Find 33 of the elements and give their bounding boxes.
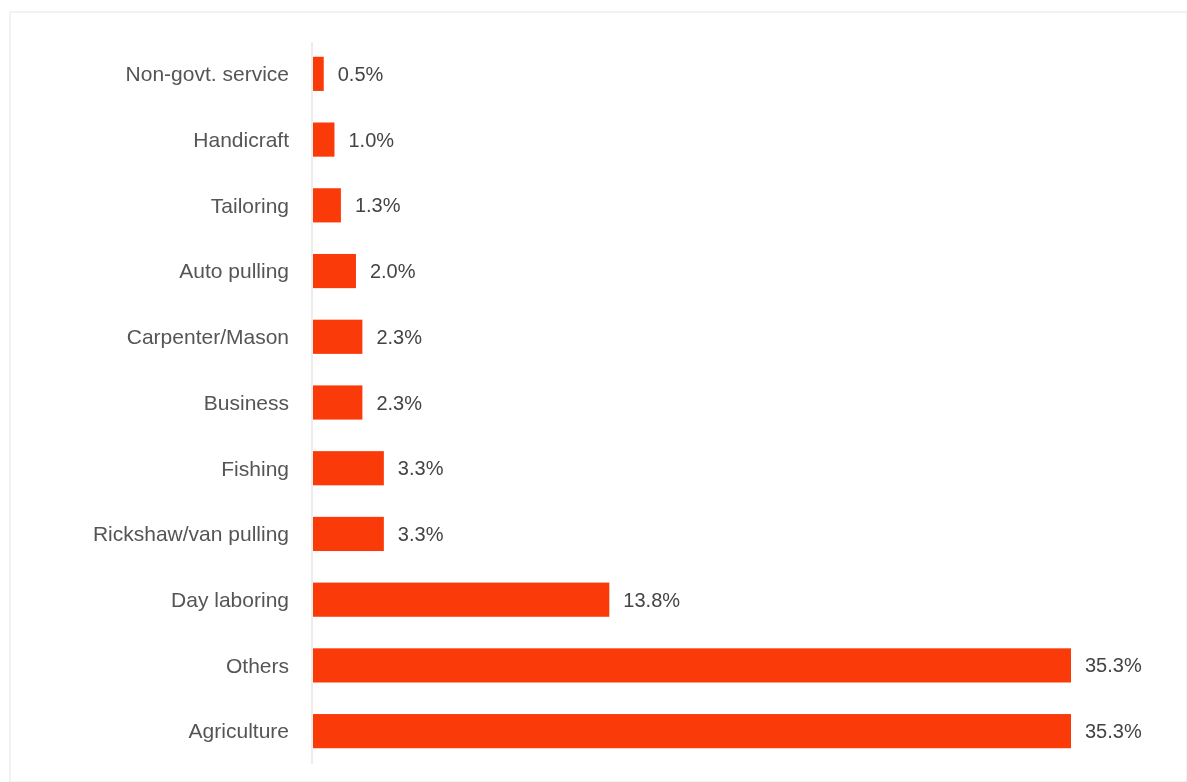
data-label: 3.3%: [397, 457, 444, 480]
y-tick-label: Business: [203, 390, 289, 414]
y-tick-label: Others: [225, 653, 289, 677]
bar: [313, 385, 363, 420]
data-label: 2.3%: [376, 325, 423, 348]
y-tick-label: Handicraft: [193, 127, 290, 151]
bar: [313, 451, 384, 486]
bar: [313, 56, 324, 91]
y-tick-label: Non-govt. service: [125, 62, 289, 86]
data-label: 35.3%: [1085, 654, 1142, 677]
y-tick-label: Carpenter/Mason: [126, 325, 289, 349]
y-tick-label: Tailoring: [210, 193, 289, 217]
y-tick-label: Day laboring: [171, 588, 289, 612]
y-tick-label: Fishing: [221, 456, 289, 480]
data-label: 3.3%: [397, 522, 444, 545]
bar: [313, 253, 356, 289]
y-tick-label: Agriculture: [188, 719, 289, 743]
data-label: 2.3%: [376, 391, 423, 414]
y-tick-label: Rickshaw/van pulling: [92, 522, 289, 546]
data-label: 0.5%: [337, 62, 384, 85]
data-label: 2.0%: [369, 260, 416, 283]
bar: [313, 582, 610, 617]
bar: [313, 516, 384, 552]
bar: [313, 648, 1071, 683]
bar: [313, 122, 335, 157]
y-tick-label: Auto pulling: [179, 259, 289, 283]
bar: [313, 714, 1071, 749]
data-label: 13.8%: [623, 588, 681, 611]
data-label: 35.3%: [1085, 720, 1142, 743]
data-label: 1.0%: [348, 128, 395, 151]
data-label: 1.3%: [354, 194, 401, 217]
bar: [313, 188, 341, 223]
bar: [313, 319, 363, 354]
